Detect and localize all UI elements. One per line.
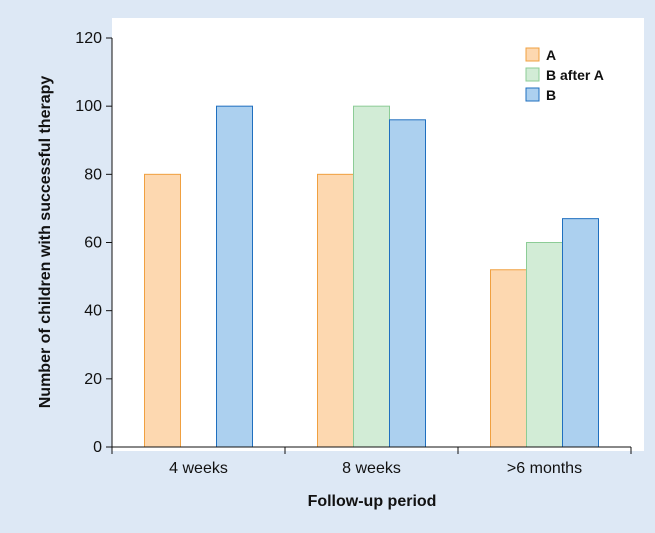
bar-2-3 bbox=[526, 242, 563, 448]
bar-3-3 bbox=[562, 218, 599, 448]
x-ticks-layer: 4 weeks 8 weeks >6 months bbox=[111, 447, 632, 477]
y-axis-title: Number of children with successful thera… bbox=[37, 76, 54, 409]
y-tick-label: 80 bbox=[84, 166, 102, 183]
legend-label: A bbox=[546, 47, 556, 63]
x-axis-title: Follow-up period bbox=[308, 493, 437, 510]
legend-swatch bbox=[525, 47, 540, 62]
y-tick-label: 100 bbox=[75, 98, 102, 115]
bars-layer bbox=[144, 105, 599, 448]
legend-label: B bbox=[546, 87, 556, 103]
legend-swatch bbox=[525, 67, 540, 82]
bar-2-2 bbox=[353, 105, 390, 448]
legend-swatch bbox=[525, 87, 540, 102]
legend: A B after A B bbox=[525, 47, 604, 103]
bar-1-3 bbox=[490, 269, 527, 448]
bar-1-2 bbox=[317, 173, 354, 448]
x-tick-label: 4 weeks bbox=[169, 460, 228, 477]
y-tick-label: 60 bbox=[84, 235, 102, 252]
bar-3-1 bbox=[216, 105, 253, 448]
y-tick-label: 120 bbox=[75, 30, 102, 47]
y-tick-label: 20 bbox=[84, 371, 102, 388]
y-tick-label: 40 bbox=[84, 303, 102, 320]
bar-1-1 bbox=[144, 173, 181, 448]
bar-3-2 bbox=[389, 119, 426, 448]
x-tick-label: 8 weeks bbox=[342, 460, 401, 477]
x-tick-label: >6 months bbox=[507, 460, 582, 477]
y-tick-label: 0 bbox=[93, 439, 102, 456]
y-ticks-layer: 0 20 40 60 80 100 120 bbox=[75, 30, 112, 456]
legend-label: B after A bbox=[546, 67, 604, 83]
